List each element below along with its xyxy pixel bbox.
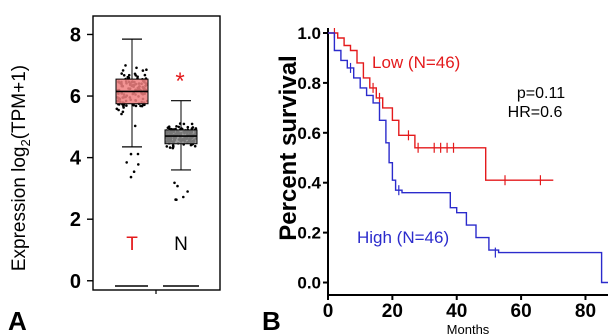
outlier-point <box>176 184 179 188</box>
panel-a-y-axis-label-subscript: 2 <box>18 139 33 146</box>
data-point <box>135 66 138 70</box>
legend-high: High (N=46) <box>357 228 449 247</box>
data-point <box>177 125 181 129</box>
panel-a-label: A <box>8 306 27 336</box>
data-point <box>121 110 125 114</box>
data-point <box>165 145 169 148</box>
panel-b-x-axis-label: Months <box>447 322 490 336</box>
panel-b-y-tick-label: 0.8 <box>297 74 321 93</box>
panel-a-y-tick-label: 8 <box>70 24 81 46</box>
data-point <box>124 64 127 67</box>
outlier-point <box>132 170 136 173</box>
panel-b-x-tick-label: 40 <box>446 301 467 322</box>
data-point <box>175 125 178 128</box>
data-point <box>141 69 145 72</box>
panel-b-survival-plot: Percent survival 0.0 0.2 0.4 0.6 0.8 1.0 0 20 40… <box>262 24 608 336</box>
data-point <box>182 122 186 126</box>
legend-low: Low (N=46) <box>372 53 460 72</box>
panel-a-y-tick-label: 4 <box>70 148 82 170</box>
panel-b-x-tick-label: 80 <box>575 301 596 322</box>
outlier-point <box>174 198 177 201</box>
panel-b-y-tick-label: 0.2 <box>297 224 321 243</box>
data-point <box>117 108 120 112</box>
panel-b-y-tick-label: 0.6 <box>297 124 321 143</box>
panel-a-y-axis-label: Expression log2(TPM+1) <box>9 65 33 271</box>
data-point <box>133 124 137 128</box>
data-point <box>193 144 197 148</box>
panel-a-plot-frame <box>92 15 221 291</box>
outlier-point <box>129 175 133 179</box>
data-point <box>190 122 194 126</box>
panel-b-y-tick-label: 0.0 <box>297 274 321 293</box>
data-point <box>194 127 198 130</box>
data-point <box>127 73 131 77</box>
data-point <box>168 126 171 130</box>
p-value-annotation: p=0.11 <box>517 85 565 102</box>
data-point <box>120 72 123 75</box>
group-label-n: N <box>174 234 188 255</box>
data-point <box>120 112 123 116</box>
high-survival-curve <box>328 32 608 284</box>
data-point <box>171 146 175 150</box>
panel-b-y-tick-label: 1.0 <box>297 24 321 43</box>
panel-b-x-tick-label: 20 <box>382 301 403 322</box>
panel-a-y-axis-label-main: Expression log <box>9 147 30 272</box>
panel-b-y-tick-label: 0.4 <box>297 174 321 193</box>
data-point <box>121 69 125 72</box>
outlier-point <box>186 190 189 193</box>
data-point <box>134 104 138 108</box>
data-point <box>125 104 128 107</box>
panel-b-x-tick-label: 60 <box>511 301 532 322</box>
data-point <box>190 127 194 130</box>
panel-a-y-tick-label: 2 <box>70 209 81 231</box>
outlier-point <box>129 152 133 156</box>
outlier-point <box>173 181 176 185</box>
hazard-ratio-annotation: HR=0.6 <box>508 104 563 121</box>
data-point <box>145 68 148 71</box>
data-point <box>171 144 175 147</box>
panel-a-boxes <box>115 38 198 171</box>
significance-asterisk: * <box>175 68 184 95</box>
panel-a-y-axis: 0 2 4 6 8 <box>70 24 93 293</box>
panel-b-y-axis-label: Percent survival <box>275 55 302 240</box>
panel-a-y-axis-label-tail: (TPM+1) <box>9 65 30 139</box>
outlier-point <box>125 161 128 164</box>
data-point <box>134 74 137 77</box>
data-point <box>168 146 172 149</box>
panel-b-axes: 0.0 0.2 0.4 0.6 0.8 1.0 0 20 40 60 80 <box>297 24 608 322</box>
data-point <box>122 104 125 108</box>
panel-b-survival-curves <box>328 27 608 284</box>
group-label-t: T <box>126 234 138 255</box>
outlier-point <box>137 163 140 166</box>
data-point <box>143 73 147 77</box>
data-point <box>122 74 126 77</box>
data-point <box>140 104 144 108</box>
panel-a-y-tick-label: 6 <box>70 86 81 108</box>
panel-b-label: B <box>262 306 281 336</box>
panel-b-x-tick-label: 0 <box>323 301 334 322</box>
panel-a-y-tick-label: 0 <box>70 271 81 293</box>
outlier-point <box>182 195 185 199</box>
outlier-point <box>136 152 140 156</box>
data-point <box>186 125 190 129</box>
